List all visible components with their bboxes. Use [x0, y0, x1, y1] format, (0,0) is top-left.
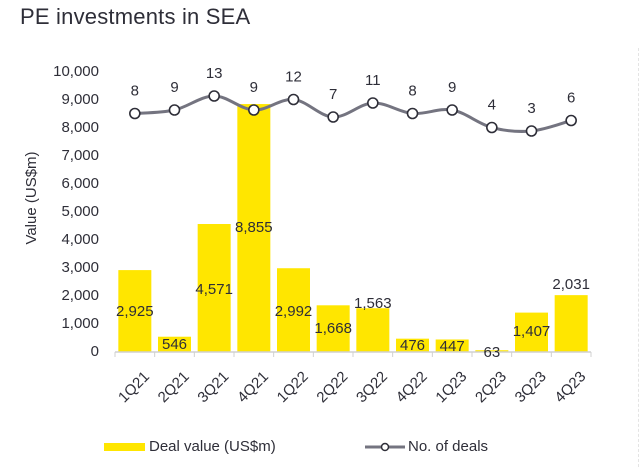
- y-axis: 0 1,000 2,000 3,000 4,000 5,000 6,000 7,000 8,00…: [53, 63, 99, 360]
- deals-data-label: 3: [527, 100, 535, 117]
- x-tick-label: 3Q21: [194, 368, 232, 406]
- deals-marker-2q23: [486, 121, 498, 134]
- x-tick-label: 1Q23: [432, 368, 470, 406]
- deals-data-label: 13: [206, 65, 223, 82]
- deals-marker-1q22: [287, 93, 300, 106]
- bar-3q21: [197, 224, 231, 352]
- y-tick-label: 3,000: [61, 259, 99, 276]
- y-axis-title: Value (US$m): [23, 151, 40, 244]
- panel-divider: [638, 48, 639, 467]
- x-tick-label: 2Q23: [472, 368, 510, 406]
- y-tick-label: 5,000: [61, 203, 99, 220]
- bar-4q22: [396, 338, 429, 352]
- deals-marker-1q23: [446, 104, 458, 116]
- deals-line: [134, 94, 572, 133]
- line-series: [129, 90, 577, 137]
- legend-label-deal-value: Deal value (US$m): [149, 438, 276, 455]
- bar-2q22: [316, 305, 350, 352]
- y-axis-title-group: Value (US$m): [23, 151, 40, 244]
- x-tick-labels: 1Q21 2Q21 3Q21 4Q21 1Q22 2Q22 3Q22 4Q22 1Q23 2Q23…: [115, 368, 589, 406]
- deals-data-label: 4: [488, 96, 496, 113]
- bar-data-label: 1,563: [354, 295, 392, 312]
- bar-data-label: 8,855: [235, 219, 273, 236]
- legend-bar-swatch: [104, 443, 145, 451]
- deals-data-label: 7: [329, 86, 337, 103]
- x-tick-label: 2Q21: [155, 368, 193, 406]
- bar-data-label: 1,407: [513, 323, 551, 340]
- chart-title: PE investments in SEA: [20, 4, 251, 29]
- deals-marker-3q23: [525, 125, 538, 137]
- legend-label-no-of-deals: No. of deals: [408, 438, 488, 455]
- deals-data-label: 8: [131, 82, 139, 99]
- deals-data-label: 8: [408, 82, 416, 99]
- deals-marker-4q23: [565, 114, 577, 127]
- bar-data-label: 476: [400, 337, 425, 354]
- x-tick-label: 3Q22: [353, 368, 391, 406]
- bar-1q23: [435, 339, 469, 352]
- bar-3q23: [515, 312, 548, 352]
- x-tick-label: 4Q23: [551, 368, 589, 406]
- y-tick-label: 6,000: [61, 175, 99, 192]
- bar-3q22: [356, 308, 390, 352]
- y-tick-label: 7,000: [61, 147, 99, 164]
- legend: Deal value (US$m) No. of deals: [104, 438, 488, 455]
- deals-data-label: 9: [250, 79, 258, 96]
- deals-marker-2q22: [327, 111, 339, 123]
- y-tick-label: 8,000: [61, 119, 99, 136]
- x-axis: [114, 351, 592, 357]
- bar-1q22: [277, 268, 310, 352]
- bar-4q23: [554, 295, 588, 352]
- bar-series: [118, 104, 588, 352]
- deals-data-label: 9: [170, 79, 178, 96]
- x-tick-label: 1Q22: [274, 368, 312, 406]
- x-tick-label: 3Q23: [512, 368, 550, 406]
- bar-1q21: [118, 270, 152, 352]
- bar-data-label: 447: [440, 338, 465, 355]
- bar-4q21: [237, 104, 271, 352]
- deals-marker-2q21: [168, 104, 181, 116]
- y-tick-label: 2,000: [61, 287, 99, 304]
- deals-marker-4q22: [406, 107, 419, 120]
- bar-data-label: 4,571: [195, 281, 233, 298]
- deals-marker-1q21: [129, 107, 141, 120]
- bar-2q21: [158, 336, 191, 352]
- y-tick-label: 10,000: [53, 63, 99, 80]
- x-tick-label: 2Q22: [313, 368, 351, 406]
- y-tick-label: 0: [91, 343, 99, 360]
- y-tick-label: 9,000: [61, 91, 99, 108]
- bar-data-label: 546: [162, 336, 187, 353]
- y-tick-label: 4,000: [61, 231, 99, 248]
- deals-marker-3q21: [208, 90, 220, 102]
- bar-data-label: 1,668: [314, 320, 352, 337]
- bar-data-label: 2,031: [552, 276, 590, 293]
- deals-data-label: 12: [285, 68, 302, 85]
- deals-data-label: 11: [365, 72, 381, 89]
- line-data-labels: 8 9 13 9 12 7 11 8 9 4 3 6: [131, 65, 576, 117]
- bar-data-label: 2,925: [116, 303, 154, 320]
- legend-marker-icon: [380, 442, 390, 452]
- deals-marker-3q22: [367, 97, 379, 109]
- y-tick-label: 1,000: [61, 315, 99, 332]
- bar-data-label: 2,992: [275, 303, 313, 320]
- deals-data-label: 9: [448, 79, 456, 96]
- bar-2q23: [475, 350, 509, 352]
- x-tick-label: 4Q22: [393, 368, 431, 406]
- x-tick-label: 4Q21: [234, 368, 272, 406]
- deals-data-label: 6: [567, 89, 575, 106]
- bar-data-label: 63: [483, 344, 500, 361]
- deals-marker-4q21: [248, 104, 260, 116]
- legend-item-no-of-deals[interactable]: No. of deals: [365, 438, 488, 455]
- legend-item-deal-value[interactable]: Deal value (US$m): [104, 438, 276, 455]
- x-tick-label: 1Q21: [115, 368, 153, 406]
